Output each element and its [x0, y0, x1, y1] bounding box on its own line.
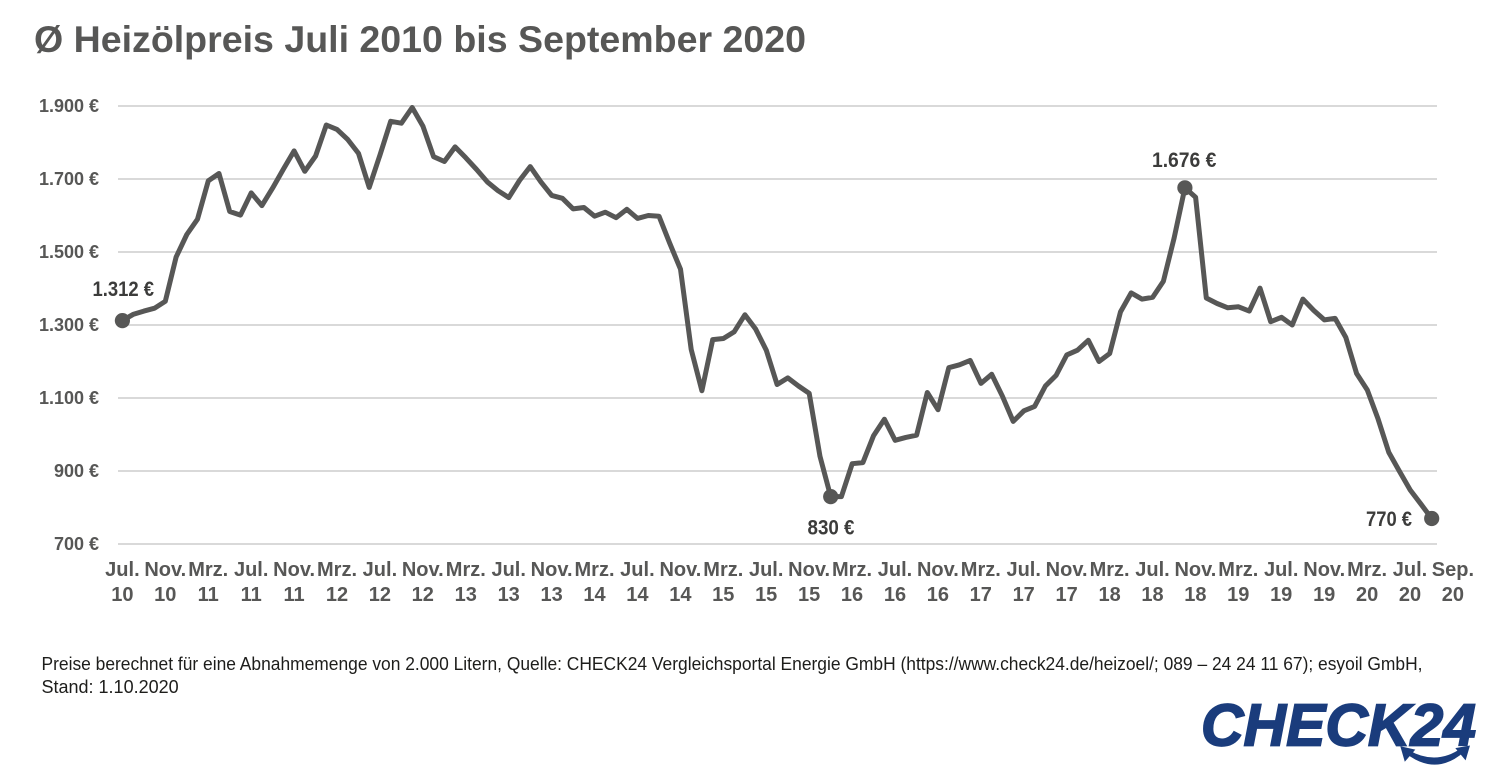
svg-text:16: 16: [884, 584, 906, 606]
svg-text:Nov.: Nov.: [659, 559, 701, 581]
svg-text:15: 15: [712, 584, 734, 606]
svg-text:Jul.: Jul.: [878, 559, 912, 581]
svg-text:Mrz.: Mrz.: [317, 559, 357, 581]
svg-text:Nov.: Nov.: [788, 559, 830, 581]
svg-text:830 €: 830 €: [808, 517, 855, 540]
svg-text:11: 11: [284, 584, 305, 606]
svg-text:770 €: 770 €: [1366, 508, 1412, 531]
svg-text:10: 10: [154, 584, 176, 606]
svg-text:Mrz.: Mrz.: [575, 559, 615, 581]
svg-text:13: 13: [498, 584, 520, 606]
svg-text:1.900 €: 1.900 €: [39, 96, 99, 116]
svg-text:20: 20: [1442, 584, 1464, 606]
svg-text:11: 11: [198, 584, 219, 606]
svg-text:15: 15: [798, 584, 820, 606]
svg-text:13: 13: [540, 584, 562, 606]
svg-text:20: 20: [1356, 584, 1378, 606]
svg-text:18: 18: [1141, 584, 1163, 606]
svg-text:Nov.: Nov.: [402, 559, 444, 581]
svg-text:Nov.: Nov.: [1046, 559, 1088, 581]
svg-text:19: 19: [1270, 584, 1292, 606]
svg-text:1.100 €: 1.100 €: [39, 388, 99, 408]
svg-text:11: 11: [241, 584, 262, 606]
svg-text:16: 16: [927, 584, 949, 606]
svg-text:17: 17: [1013, 584, 1035, 606]
svg-text:Jul.: Jul.: [1393, 559, 1427, 581]
svg-text:Nov.: Nov.: [1303, 559, 1345, 581]
svg-text:900 €: 900 €: [54, 461, 99, 481]
svg-text:Mrz.: Mrz.: [961, 559, 1001, 581]
svg-text:Mrz.: Mrz.: [446, 559, 486, 581]
svg-text:Nov.: Nov.: [1174, 559, 1216, 581]
svg-text:14: 14: [669, 584, 692, 606]
svg-text:15: 15: [755, 584, 777, 606]
svg-text:Jul.: Jul.: [749, 559, 783, 581]
svg-text:12: 12: [412, 584, 434, 606]
svg-text:12: 12: [369, 584, 391, 606]
svg-text:17: 17: [1055, 584, 1077, 606]
svg-text:19: 19: [1227, 584, 1249, 606]
svg-text:Nov.: Nov.: [917, 559, 959, 581]
svg-text:1.700 €: 1.700 €: [39, 169, 99, 189]
svg-text:Jul.: Jul.: [105, 559, 139, 581]
svg-text:13: 13: [455, 584, 477, 606]
svg-text:Jul.: Jul.: [234, 559, 268, 581]
svg-text:Jul.: Jul.: [1264, 559, 1298, 581]
svg-text:19: 19: [1313, 584, 1335, 606]
svg-text:Mrz.: Mrz.: [188, 559, 228, 581]
svg-text:1.300 €: 1.300 €: [39, 315, 99, 335]
svg-text:18: 18: [1184, 584, 1206, 606]
svg-text:Jul.: Jul.: [491, 559, 525, 581]
svg-text:16: 16: [841, 584, 863, 606]
svg-text:17: 17: [970, 584, 992, 606]
svg-text:Mrz.: Mrz.: [1090, 559, 1130, 581]
svg-text:1.676 €: 1.676 €: [1152, 149, 1217, 172]
svg-text:1.500 €: 1.500 €: [39, 242, 99, 262]
svg-text:Jul.: Jul.: [1135, 559, 1169, 581]
svg-text:Jul.: Jul.: [363, 559, 397, 581]
svg-text:Jul.: Jul.: [1006, 559, 1040, 581]
svg-text:20: 20: [1399, 584, 1421, 606]
svg-text:Mrz.: Mrz.: [1347, 559, 1387, 581]
svg-text:Mrz.: Mrz.: [832, 559, 872, 581]
svg-text:14: 14: [583, 584, 606, 606]
svg-text:Nov.: Nov.: [273, 559, 315, 581]
svg-text:CHECK24: CHECK24: [1201, 692, 1476, 759]
svg-text:1.312 €: 1.312 €: [93, 278, 155, 301]
svg-text:12: 12: [326, 584, 348, 606]
svg-text:Nov.: Nov.: [144, 559, 186, 581]
svg-text:Mrz.: Mrz.: [703, 559, 743, 581]
svg-text:Jul.: Jul.: [620, 559, 654, 581]
svg-text:Nov.: Nov.: [531, 559, 573, 581]
svg-text:Preise berechnet für eine Abna: Preise berechnet für eine Abnahmemenge v…: [42, 654, 1423, 674]
svg-text:Mrz.: Mrz.: [1218, 559, 1258, 581]
svg-text:Ø Heizölpreis Juli 2010 bis Se: Ø Heizölpreis Juli 2010 bis September 20…: [34, 19, 806, 60]
svg-text:Stand: 1.10.2020: Stand: 1.10.2020: [42, 677, 179, 697]
svg-text:14: 14: [626, 584, 649, 606]
svg-text:10: 10: [111, 584, 133, 606]
svg-text:700 €: 700 €: [54, 534, 99, 554]
svg-text:18: 18: [1098, 584, 1120, 606]
svg-text:Sep.: Sep.: [1432, 559, 1474, 581]
